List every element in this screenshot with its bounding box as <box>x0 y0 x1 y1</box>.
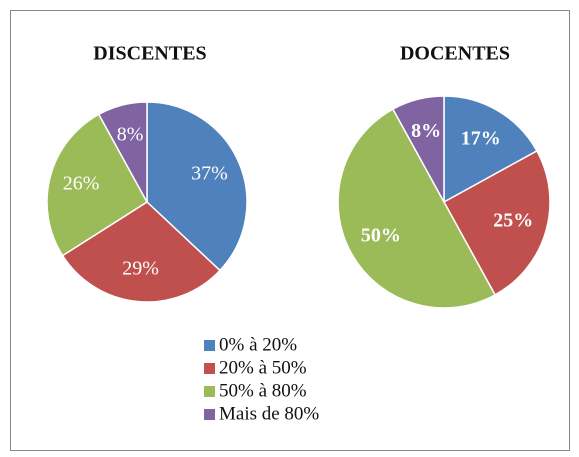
legend-swatch <box>204 340 215 351</box>
pie-slice <box>442 149 551 296</box>
data-label: 25% <box>493 210 533 232</box>
pie-slice <box>146 101 248 272</box>
legend-swatch <box>204 363 215 374</box>
data-label: 37% <box>191 163 228 185</box>
pie-slice <box>97 101 148 203</box>
data-label: 8% <box>117 124 144 146</box>
data-label: 26% <box>63 173 100 195</box>
pie-slice <box>337 108 497 309</box>
data-label: 17% <box>461 128 501 150</box>
legend-swatch <box>204 409 215 420</box>
data-label: 29% <box>122 257 159 279</box>
legend-label: 50% à 80% <box>219 380 307 401</box>
legend-label: 0% à 20% <box>219 334 297 355</box>
chart-title: DISCENTES <box>93 43 206 65</box>
pie-slice <box>46 113 148 257</box>
chart-title: DOCENTES <box>400 43 510 65</box>
pie-slice <box>391 95 445 203</box>
pie-slice <box>61 201 221 303</box>
data-label: 50% <box>361 224 401 246</box>
legend-label: Mais de 80% <box>219 403 319 424</box>
legend-swatch <box>204 386 215 397</box>
pie-slice <box>443 95 538 204</box>
data-label: 8% <box>411 120 441 142</box>
legend-label: 20% à 50% <box>219 357 307 378</box>
